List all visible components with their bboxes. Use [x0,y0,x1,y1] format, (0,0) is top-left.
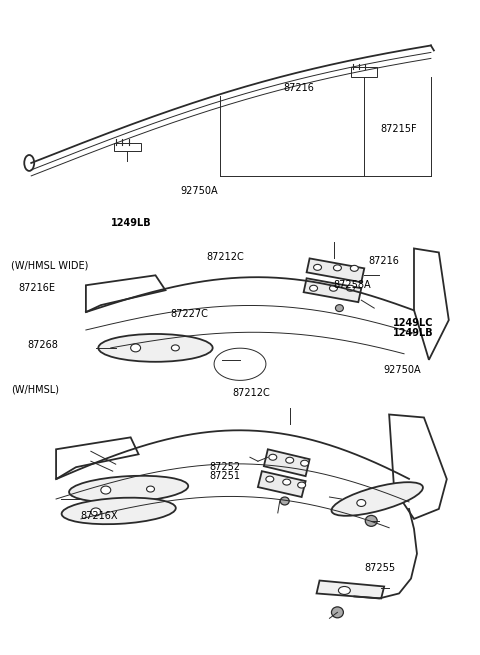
Text: 87216E: 87216E [18,284,55,293]
Text: 1249LB: 1249LB [393,328,433,338]
Ellipse shape [300,460,309,466]
Ellipse shape [266,476,274,482]
Text: 87216: 87216 [283,83,314,93]
Ellipse shape [61,498,176,524]
Ellipse shape [283,479,291,485]
Text: 87216X: 87216X [80,512,118,521]
Ellipse shape [313,265,322,271]
Ellipse shape [280,497,289,505]
Ellipse shape [329,285,337,291]
Ellipse shape [334,265,341,271]
Ellipse shape [101,486,111,494]
Ellipse shape [365,515,377,527]
Ellipse shape [310,285,318,291]
Text: 1249LC: 1249LC [393,318,433,328]
Polygon shape [264,449,310,476]
Polygon shape [307,259,364,282]
Text: 87268: 87268 [28,340,59,350]
Ellipse shape [357,500,366,506]
Ellipse shape [298,482,306,488]
Polygon shape [304,278,361,302]
Ellipse shape [98,334,213,362]
Text: 87227C: 87227C [171,309,209,320]
Ellipse shape [350,265,358,271]
Ellipse shape [131,344,141,352]
Ellipse shape [269,455,277,460]
Text: (W/HMSL WIDE): (W/HMSL WIDE) [11,261,88,271]
Ellipse shape [347,285,354,291]
Ellipse shape [338,586,350,595]
Ellipse shape [91,508,101,516]
Ellipse shape [332,607,343,618]
Text: 1249LB: 1249LB [111,218,152,229]
Ellipse shape [332,482,423,515]
Ellipse shape [286,457,294,463]
Ellipse shape [146,486,155,492]
Text: 87252: 87252 [209,462,240,472]
Text: 92750A: 92750A [180,186,218,196]
Text: 87258A: 87258A [333,280,371,290]
Ellipse shape [171,345,180,351]
Text: (W/HMSL): (W/HMSL) [11,384,59,394]
Polygon shape [258,471,306,497]
Text: 92750A: 92750A [383,365,421,375]
Text: 87216: 87216 [369,256,400,266]
Ellipse shape [336,305,343,312]
Text: 87255: 87255 [364,563,395,573]
Text: 87212C: 87212C [233,388,271,398]
Text: 87215F: 87215F [381,124,418,134]
Text: 87251: 87251 [209,471,240,481]
Polygon shape [316,580,384,599]
Text: 87212C: 87212C [206,252,244,262]
Ellipse shape [69,476,188,502]
